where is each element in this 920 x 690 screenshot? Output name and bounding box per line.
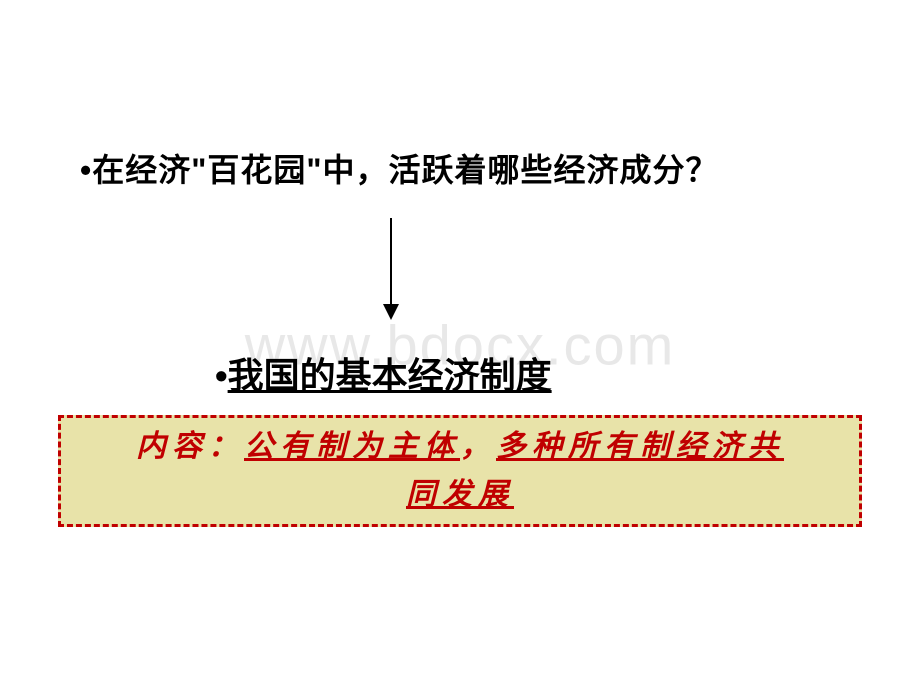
content-part1: 公有制为主体 xyxy=(244,430,460,463)
question-bullet: • xyxy=(80,152,92,188)
system-bullet: • xyxy=(215,355,228,396)
content-box-text: 内容：公有制为主体，多种所有制经济共同发展 xyxy=(136,423,784,519)
content-sep: ， xyxy=(460,430,496,463)
down-arrow xyxy=(390,218,392,318)
content-part2a: 多种所有制经济共 xyxy=(496,430,784,463)
content-label: 内容： xyxy=(136,430,244,463)
content-part2b: 同发展 xyxy=(406,478,514,511)
question-line: •在经济"百花园"中，活跃着哪些经济成分？ xyxy=(80,145,719,191)
content-box: 内容：公有制为主体，多种所有制经济共同发展 xyxy=(58,415,862,527)
question-text: 在经济"百花园"中，活跃着哪些经济成分？ xyxy=(92,152,718,188)
system-text: 我国的基本经济制度 xyxy=(228,355,552,396)
system-line: •我国的基本经济制度 xyxy=(215,347,552,399)
